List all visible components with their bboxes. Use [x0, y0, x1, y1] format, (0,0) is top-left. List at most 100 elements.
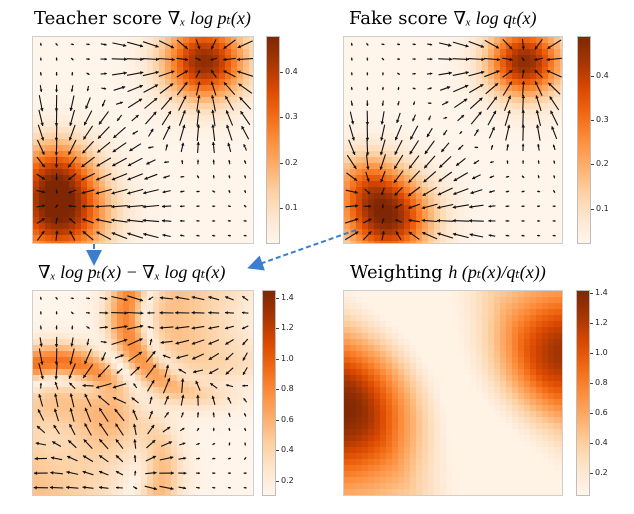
- quiver-arrowhead: [116, 370, 120, 374]
- difference-title: ∇ₓ log pₜ(x) − ∇ₓ log qₜ(x): [38, 262, 225, 283]
- quiver-arrowhead: [181, 160, 184, 163]
- quiver-arrowhead: [175, 310, 179, 315]
- quiver-arrowhead: [50, 471, 54, 475]
- quiver-arrowhead: [352, 151, 356, 155]
- quiver-arrowhead: [171, 70, 175, 74]
- quiver-arrowhead: [535, 110, 540, 114]
- quiver-arrowhead: [244, 205, 247, 208]
- quiver-arrowhead: [208, 326, 212, 330]
- quiver-arrowhead: [86, 88, 90, 91]
- quiver-arrowhead: [379, 151, 384, 156]
- quiver-arrowhead: [448, 43, 452, 47]
- quiver-arrowhead: [244, 428, 247, 430]
- quiver-arrowhead: [66, 485, 70, 490]
- quiver-arrowhead: [534, 57, 538, 61]
- teacher-title-math: ∇ₓ log pₜ(x): [167, 8, 251, 28]
- quiver-arrowhead: [507, 110, 511, 114]
- quiver-arrowhead: [150, 424, 155, 429]
- quiver-arrowhead: [104, 72, 107, 76]
- quiver-arrowhead: [196, 412, 200, 415]
- quiver-arrowhead: [547, 45, 551, 49]
- quiver-arrowhead: [429, 87, 432, 90]
- quiver-arrowhead: [83, 439, 88, 443]
- quiver-arrowhead: [534, 45, 539, 50]
- quiver-arrowhead: [211, 395, 215, 399]
- quiver-arrowhead: [153, 111, 157, 116]
- quiver-arrowhead: [54, 361, 59, 365]
- quiver-arrowhead: [180, 378, 185, 382]
- quiver-arrowhead: [149, 410, 153, 414]
- quiver-arrowhead: [105, 311, 109, 315]
- quiver-arrowhead: [505, 205, 508, 208]
- colorbar-tick-mark: [276, 450, 279, 451]
- quiver-arrowhead: [552, 144, 556, 148]
- quiver-arrowhead: [537, 219, 539, 222]
- quiver-arrowhead: [123, 43, 127, 47]
- quiver-arrowhead: [225, 110, 230, 114]
- quiver-arrowhead: [368, 218, 372, 222]
- quiver-arrowhead: [82, 485, 86, 490]
- quiver-arrowhead: [379, 166, 383, 170]
- quiver-arrowhead: [159, 325, 163, 330]
- weighting-colorbar: [576, 290, 590, 496]
- quiver-arrowhead: [196, 219, 199, 222]
- quiver-arrowhead: [522, 160, 525, 163]
- quiver-arrowhead: [212, 219, 214, 222]
- quiver-arrowhead: [413, 72, 416, 75]
- quiver-arrowhead: [126, 204, 131, 209]
- quiver-arrowhead: [429, 102, 432, 105]
- quiver-arrowhead: [111, 191, 115, 195]
- quiver-arrowhead: [54, 381, 58, 385]
- quiver-arrowhead: [208, 356, 213, 360]
- quiver-arrowhead: [354, 231, 359, 235]
- quiver-arrowhead: [452, 232, 457, 237]
- quiver-arrowhead: [380, 121, 385, 125]
- quiver-arrowhead: [409, 165, 413, 169]
- quiver-arrowhead: [113, 134, 117, 138]
- quiver-arrowhead: [182, 110, 186, 114]
- quiver-arrowhead: [229, 472, 231, 475]
- quiver-arrowhead: [453, 177, 458, 181]
- quiver-arrowhead: [496, 57, 501, 62]
- quiver-arrowhead: [182, 124, 186, 129]
- quiver-arrowhead: [507, 95, 512, 100]
- teacher-heatmap-svg: [33, 37, 253, 243]
- quiver-arrowhead: [196, 159, 200, 162]
- colorbar-tick-mark: [590, 473, 593, 474]
- quiver-arrowhead: [193, 369, 197, 374]
- quiver-arrowhead: [139, 298, 143, 302]
- quiver-arrowhead: [198, 58, 201, 61]
- quiver-arrowhead: [211, 70, 215, 74]
- quiver-arrowhead: [82, 231, 87, 235]
- quiver-arrowhead: [146, 161, 150, 165]
- quiver-arrowhead: [136, 366, 140, 371]
- quiver-arrowhead: [153, 471, 157, 475]
- colorbar-tick-mark: [590, 353, 593, 354]
- quiver-arrowhead: [196, 394, 200, 398]
- quiver-arrowhead: [537, 144, 540, 147]
- quiver-arrowhead: [138, 98, 143, 102]
- quiver-arrowhead: [96, 385, 100, 389]
- quiver-arrowhead: [184, 57, 189, 62]
- quiver-arrowhead: [159, 296, 164, 300]
- quiver-arrowhead: [453, 191, 457, 195]
- fake-to-difference-arrow: [247, 229, 357, 271]
- colorbar-tick-mark: [590, 293, 593, 294]
- quiver-arrowhead: [366, 73, 369, 76]
- quiver-arrowhead: [197, 442, 200, 446]
- quiver-arrowhead: [33, 485, 37, 490]
- colorbar-tick-mark: [276, 389, 279, 390]
- quiver-arrowhead: [238, 83, 242, 87]
- quiver-arrowhead: [449, 57, 453, 61]
- quiver-arrowhead: [165, 364, 170, 369]
- quiver-arrowhead: [98, 121, 103, 125]
- colorbar-tick-mark: [590, 383, 593, 384]
- quiver-arrowhead: [180, 175, 183, 178]
- quiver-arrowhead: [489, 190, 492, 193]
- quiver-arrowhead: [87, 297, 90, 300]
- quiver-arrowhead: [459, 131, 462, 134]
- colorbar-tick-label: 0.8: [281, 384, 294, 393]
- quiver-arrowhead: [153, 98, 158, 102]
- quiver-arrowhead: [54, 376, 58, 380]
- quiver-arrowhead: [144, 176, 148, 180]
